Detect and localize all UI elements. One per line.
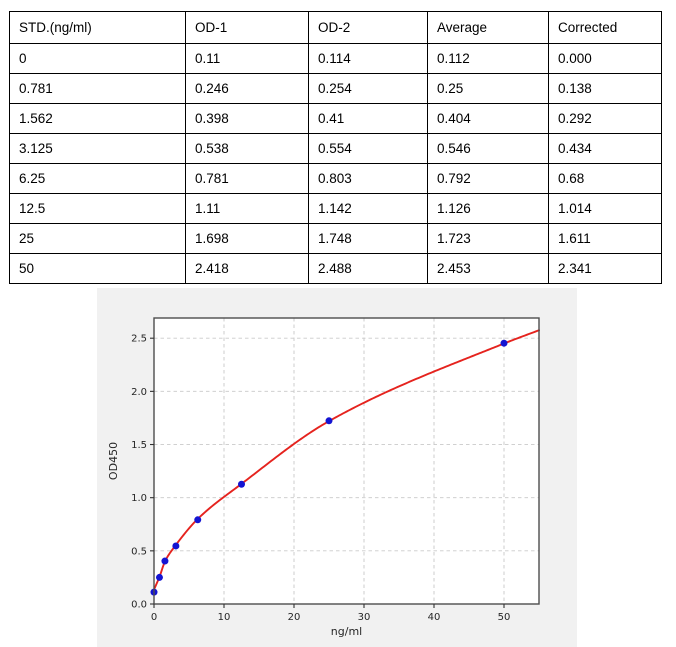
x-tick-label: 0 [151,612,157,623]
table-cell: 0.000 [548,43,662,74]
standard-curve-chart: 0 10 20 30 40 50 0.0 0.5 1.0 1.5 2.0 2.5 ng/ml OD450 [97,288,577,647]
table-cell: 1.698 [185,223,309,254]
table-row: 25 1.698 1.748 1.723 1.611 [9,223,662,254]
data-point [500,339,508,347]
y-tick-label: 0.0 [131,600,147,611]
table-cell: 12.5 [9,193,186,224]
table-row: 50 2.418 2.488 2.453 2.341 [9,253,662,284]
plot-border [153,317,540,605]
table-cell: 0.434 [548,133,662,164]
table-cell: 0 [9,43,186,74]
table-row: 6.25 0.781 0.803 0.792 0.68 [9,163,662,194]
table-cell: 0.68 [548,163,662,194]
data-point [194,516,202,524]
table-cell: 1.611 [548,223,662,254]
axis-ticks: 0 10 20 30 40 50 0.0 0.5 1.0 1.5 2.0 2.5 [131,334,510,623]
x-tick-label: 20 [288,612,301,623]
table-cell: 0.792 [427,163,549,194]
table-header-row: STD.(ng/ml) OD-1 OD-2 Average Corrected [9,11,662,44]
x-tick-label: 10 [218,612,231,623]
table-row: 1.562 0.398 0.41 0.404 0.292 [9,103,662,134]
table-cell: 0.292 [548,103,662,134]
table-cell: 1.11 [185,193,309,224]
table-cell: 1.142 [308,193,428,224]
table-cell: 0.114 [308,43,428,74]
table-cell: 0.781 [9,73,186,104]
table-cell: 0.112 [427,43,549,74]
x-tick-label: 40 [428,612,441,623]
table-cell: 1.562 [9,103,186,134]
y-tick-label: 2.0 [131,387,147,398]
column-header-std-ng-ml: STD.(ng/ml) [9,11,186,44]
x-axis-label: ng/ml [331,625,362,638]
table-cell: 1.723 [427,223,549,254]
table-cell: 0.404 [427,103,549,134]
table-cell: 1.126 [427,193,549,224]
table-cell: 25 [9,223,186,254]
y-tick-label: 1.5 [131,440,147,451]
x-tick-label: 30 [358,612,371,623]
table-cell: 3.125 [9,133,186,164]
data-point [161,557,169,565]
table-row: 0 0.11 0.114 0.112 0.000 [9,43,662,74]
fit-curve-line [153,329,540,591]
table-cell: 0.538 [185,133,309,164]
table-cell: 2.341 [548,253,662,284]
column-header-corrected: Corrected [548,11,662,44]
y-tick-label: 2.5 [131,334,147,345]
table-cell: 6.25 [9,163,186,194]
table-cell: 50 [9,253,186,284]
table-cell: 0.781 [185,163,309,194]
table-row: 3.125 0.538 0.554 0.546 0.434 [9,133,662,164]
table-cell: 2.418 [185,253,309,284]
table-cell: 1.014 [548,193,662,224]
table-cell: 0.41 [308,103,428,134]
standard-curve-svg: 0 10 20 30 40 50 0.0 0.5 1.0 1.5 2.0 2.5 ng/ml OD450 [107,317,540,638]
table-cell: 0.25 [427,73,549,104]
table-cell: 0.554 [308,133,428,164]
table-row: 0.781 0.246 0.254 0.25 0.138 [9,73,662,104]
column-header-average: Average [427,11,549,44]
plot-area [154,318,539,604]
data-point [172,542,180,550]
y-axis-label: OD450 [107,442,120,480]
table-cell: 2.488 [308,253,428,284]
data-point [155,573,163,581]
data-point [238,480,245,488]
data-point [325,417,333,425]
y-tick-label: 0.5 [131,546,147,557]
y-tick-label: 1.0 [131,493,147,504]
table-row: 12.5 1.11 1.142 1.126 1.014 [9,193,662,224]
table-cell: 0.11 [185,43,309,74]
table-cell: 0.254 [308,73,428,104]
table-cell: 2.453 [427,253,549,284]
column-header-od-2: OD-2 [308,11,428,44]
table-cell: 0.803 [308,163,428,194]
table-cell: 1.748 [308,223,428,254]
x-tick-label: 50 [498,612,511,623]
table-cell: 0.398 [185,103,309,134]
table-cell: 0.546 [427,133,549,164]
data-points [150,339,508,596]
table-cell: 0.246 [185,73,309,104]
standards-table: STD.(ng/ml) OD-1 OD-2 Average Corrected 0 0.1… [9,11,662,284]
table-cell: 0.138 [548,73,662,104]
column-header-od-1: OD-1 [185,11,309,44]
